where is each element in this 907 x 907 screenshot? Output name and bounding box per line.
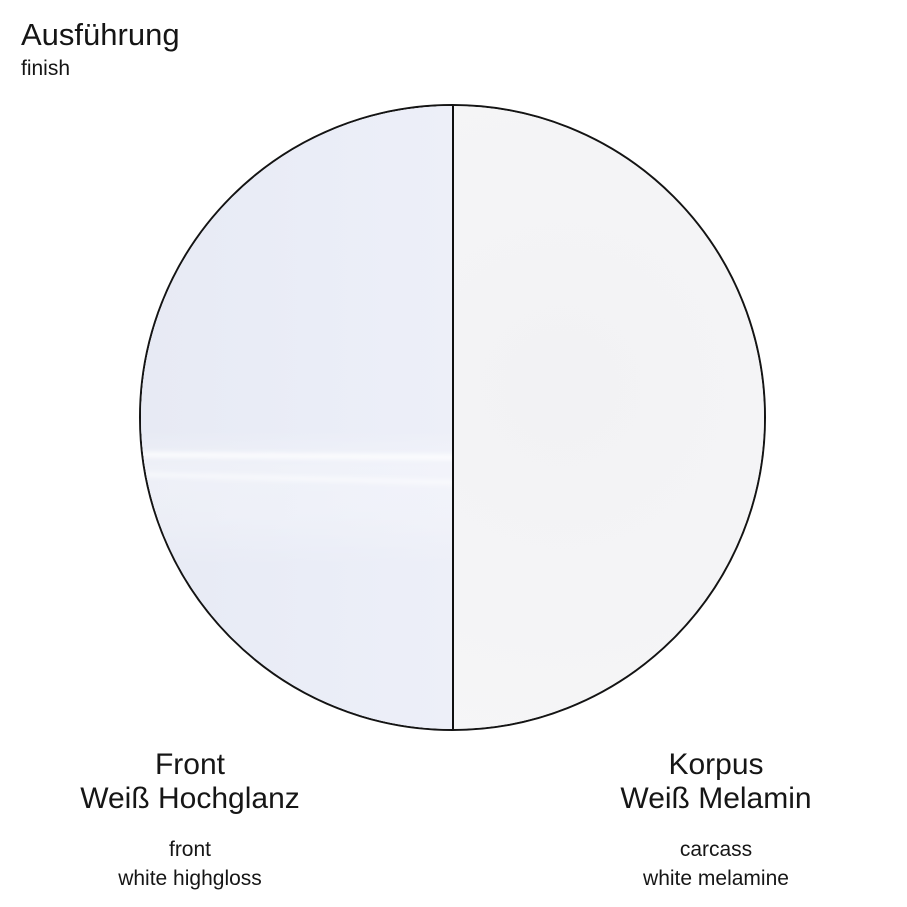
- front-label-de-line1: Front: [154, 748, 226, 781]
- carcass-label-de-line1: Korpus: [668, 748, 764, 781]
- front-label-de: Front Weiß Hochglanz: [40, 748, 340, 816]
- gloss-reflection-streak: [141, 471, 463, 486]
- finish-swatch-circle: [139, 104, 766, 731]
- front-label-en-line2: white highgloss: [118, 867, 262, 890]
- gloss-reflection-streak: [141, 451, 463, 461]
- finish-header: Ausführung finish: [21, 16, 180, 82]
- front-label-de-line2: Weiß Hochglanz: [80, 782, 300, 815]
- front-label-en-line1: front: [168, 838, 212, 861]
- page-title: Ausführung: [21, 17, 180, 52]
- front-label-en: front white highgloss: [40, 835, 340, 893]
- carcass-label-en-line1: carcass: [679, 838, 753, 861]
- page-subtitle: finish: [21, 57, 71, 80]
- front-finish-swatch: [141, 106, 463, 729]
- carcass-label-en-line2: white melamine: [643, 867, 789, 890]
- front-finish-caption: Front Weiß Hochglanz front white highglo…: [40, 748, 340, 893]
- swatch-divider-line: [451, 106, 454, 729]
- carcass-finish-swatch: [452, 106, 764, 729]
- carcass-label-en: carcass white melamine: [566, 835, 866, 893]
- carcass-finish-caption: Korpus Weiß Melamin carcass white melami…: [566, 748, 866, 893]
- carcass-label-de-line2: Weiß Melamin: [620, 782, 812, 815]
- carcass-label-de: Korpus Weiß Melamin: [566, 748, 866, 816]
